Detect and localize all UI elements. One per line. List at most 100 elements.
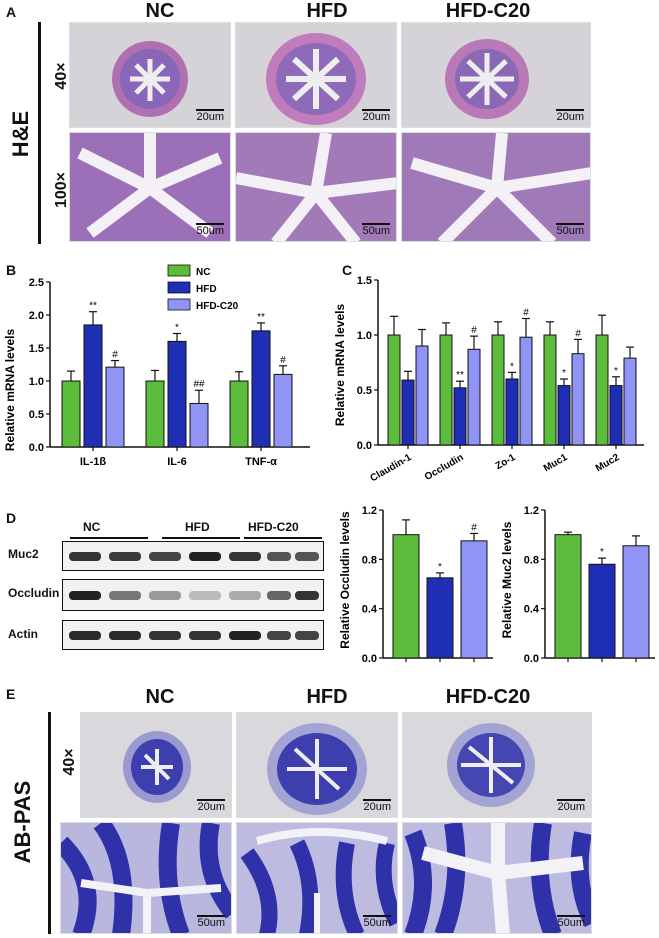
scale-bar: 50um (196, 223, 224, 237)
scale-bar: 20um (363, 799, 391, 813)
blot-strip-muc2 (62, 541, 324, 571)
abpas-100x-nc: 50um (60, 822, 232, 934)
panel-a-label: A (6, 4, 17, 20)
chart-b: Relative mRNA levels 0.00.51.01.52.02.5 … (3, 264, 310, 465)
he-100x-hfd: 50um (235, 132, 397, 242)
scale-bar: 50um (557, 915, 585, 929)
group-title-hfd-c20-e: HFD-C20 (445, 686, 531, 708)
scale-bar: 50um (556, 223, 584, 237)
legend-label: HFD (196, 284, 217, 295)
y-tick-label: 0.0 (362, 653, 377, 665)
y-tick-label: 1.5 (357, 275, 372, 287)
abpas-bracket (48, 712, 51, 934)
bar (439, 334, 453, 446)
legend-swatch (167, 281, 191, 294)
blot-row-label-muc2: Muc2 (8, 547, 39, 561)
bar (543, 334, 557, 446)
x-tick-label: Occludin (423, 452, 466, 483)
significance-mark: * (175, 322, 179, 333)
x-tick-label: Zo-1 (494, 452, 518, 472)
significance-mark: ** (89, 301, 97, 312)
chart-d1: Relative Occludin levels 0.0 0.4 0.8 1.2 * # (338, 505, 493, 665)
panel-e-label: E (6, 686, 16, 702)
bar (392, 534, 420, 659)
significance-mark: * (438, 562, 442, 573)
bar (415, 345, 429, 446)
bar (557, 385, 571, 446)
y-tick-label: 1.0 (29, 376, 44, 388)
legend-label: NC (196, 267, 210, 278)
abpas-40x-nc: 20um (80, 712, 232, 818)
significance-mark: * (614, 366, 618, 377)
bar (167, 340, 187, 448)
he-40x-nc: 20um (69, 22, 231, 128)
abpas-100x-hfd: 50um (236, 822, 398, 934)
x-tick-label: TNF-α (245, 456, 277, 465)
significance-mark: * (562, 368, 566, 379)
chart-d1-ylabel: Relative Occludin levels (338, 511, 352, 649)
chart-c: Relative mRNA levels 0.0 0.5 1.0 1.5 ** # * # *… (333, 275, 644, 485)
y-tick-label: 2.5 (29, 277, 44, 289)
group-title-hfd-c20: HFD-C20 (445, 0, 531, 22)
chart-d2: Relative Muc2 levels 0.0 0.4 0.8 1.2 * (500, 505, 655, 665)
he-bracket (38, 22, 41, 244)
he-100x-hfd-c20: 50um (401, 132, 591, 242)
bar (491, 334, 505, 446)
scale-bar: 20um (196, 109, 224, 123)
blot-group-line-nc (70, 537, 148, 539)
scale-bar: 50um (363, 915, 391, 929)
abpas-40x-hfd: 20um (236, 712, 398, 818)
bar (426, 577, 454, 659)
bar (622, 545, 650, 659)
significance-mark: ** (257, 312, 265, 323)
bar (453, 387, 467, 446)
group-title-nc-e: NC (145, 686, 175, 708)
y-tick-label: 0.5 (357, 385, 372, 397)
bar (189, 402, 209, 448)
bar (387, 334, 401, 446)
group-title-hfd-e: HFD (306, 686, 348, 708)
bar (505, 378, 519, 446)
significance-mark: # (471, 522, 477, 533)
y-tick-label: 2.0 (29, 310, 44, 322)
panel-b-label: B (6, 262, 17, 278)
abpas-100x-hfd-c20: 50um (402, 822, 592, 934)
bar (609, 385, 623, 446)
y-tick-label: 1.0 (357, 330, 372, 342)
significance-mark: # (471, 325, 477, 336)
significance-mark: ** (456, 370, 464, 381)
y-tick-label: 1.2 (524, 505, 539, 517)
bar (519, 336, 533, 446)
abpas-40x-hfd-c20: 20um (402, 712, 592, 818)
he-100x-nc: 50um (69, 132, 231, 242)
y-tick-label: 0.0 (357, 440, 372, 452)
blot-strip-occludin (62, 579, 324, 611)
blot-strip-actin (62, 620, 324, 650)
group-title-nc: NC (145, 0, 175, 22)
he-40x-hfd-c20: 20um (401, 22, 591, 128)
bar (571, 353, 585, 446)
y-tick-label: 0.4 (362, 604, 378, 616)
bar (554, 534, 582, 659)
x-tick-label: IL-1β (80, 456, 107, 465)
blot-group-line-hfd (162, 537, 240, 539)
blot-row-label-occludin: Occludin (8, 586, 60, 600)
bar (467, 348, 481, 446)
x-tick-label: Claudin-1 (369, 452, 414, 485)
chart-c-ylabel: Relative mRNA levels (333, 304, 347, 427)
bar (229, 380, 249, 448)
mag-40-label-e: 40× (61, 748, 78, 776)
blot-group-hfd-c20: HFD-C20 (248, 520, 299, 534)
y-tick-label: 0.0 (29, 442, 44, 454)
bar (460, 540, 488, 659)
he-stain-label: H&E (8, 110, 33, 158)
blot-group-hfd: HFD (185, 520, 210, 534)
significance-mark: # (523, 308, 529, 319)
legend-swatch (167, 298, 191, 311)
panel-d-label: D (6, 510, 17, 526)
y-tick-label: 1.2 (362, 505, 377, 517)
bar (251, 330, 271, 448)
bar (105, 366, 125, 448)
bar (61, 380, 81, 448)
bar (623, 357, 637, 446)
